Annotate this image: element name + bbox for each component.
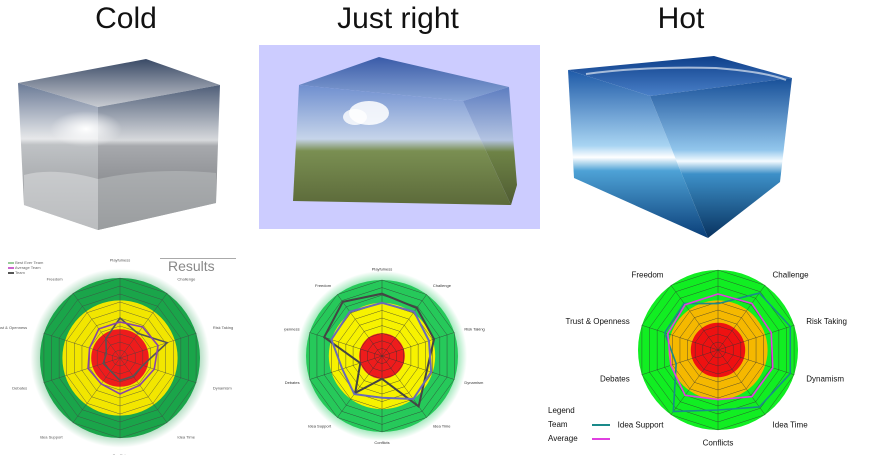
hot-legend-title: Legend — [548, 406, 575, 415]
axis-label: Idea Time — [433, 423, 451, 428]
axis-label: Idea Time — [773, 421, 809, 430]
cold-legend-item: Average Team — [8, 265, 43, 270]
axis-label: Debates — [285, 380, 300, 385]
hot-legend-item-average: Average — [548, 432, 610, 446]
just-right-radar-chart: Playfulness Challenge Risk Taking Dynamism I… — [268, 258, 492, 455]
title-cold: Cold — [95, 2, 157, 35]
axis-label: Freedom — [315, 283, 332, 288]
axis-label: Risk Taking — [806, 317, 847, 326]
hot-legend-item-team: Team — [548, 418, 610, 432]
cold-legend-item: Team — [8, 270, 43, 275]
axis-label: Conflicts — [374, 440, 389, 445]
axis-label: Conflicts — [703, 438, 734, 447]
hot-legend: Legend Team Average — [548, 404, 610, 446]
axis-label: Playfulness — [372, 267, 392, 272]
title-just-right: Just right — [337, 2, 459, 35]
axis-label: Dynamism — [806, 374, 844, 383]
cold-legend-item: Best Ever Team — [8, 260, 43, 265]
cold-cube-image — [18, 59, 220, 230]
cold-legend: Best Ever Team Average Team Team — [8, 260, 43, 275]
series-line — [87, 321, 159, 395]
axis-label: Challenge — [773, 271, 810, 280]
just-right-cube-image — [259, 45, 540, 229]
hot-cube-image — [568, 56, 792, 238]
axis-label: Idea Support — [618, 421, 665, 430]
axis-label: Freedom — [631, 271, 663, 280]
axis-label: Trust & Openness — [566, 317, 630, 326]
axis-label: Debates — [12, 385, 27, 390]
title-hot: Hot — [657, 2, 705, 35]
axis-label: Challenge — [177, 276, 196, 281]
axis-label: Trust & Openness — [284, 327, 300, 332]
series-line — [666, 293, 774, 401]
axis-label: Trust & Openness — [0, 325, 27, 330]
series-line — [322, 292, 436, 409]
cold-results-header: Results — [168, 258, 215, 274]
axis-label: Challenge — [433, 283, 452, 288]
series-line — [330, 301, 433, 401]
series-line — [663, 292, 792, 413]
series-line — [102, 316, 169, 382]
cold-radar-chart: Playfulness Challenge Risk Taking Dynamism I… — [0, 258, 236, 458]
axis-label: Idea Support — [308, 423, 332, 428]
axis-label: Risk Taking — [464, 327, 484, 332]
axis-label: Dynamism — [213, 385, 233, 390]
axis-label: Idea Support — [40, 434, 64, 439]
axis-label: Freedom — [47, 276, 64, 281]
axis-label: Dynamism — [464, 380, 484, 385]
axis-label: Idea Time — [177, 434, 195, 439]
axis-label: Playfulness — [110, 258, 130, 263]
axis-label: Debates — [600, 374, 630, 383]
axis-label: Risk Taking — [213, 325, 233, 330]
